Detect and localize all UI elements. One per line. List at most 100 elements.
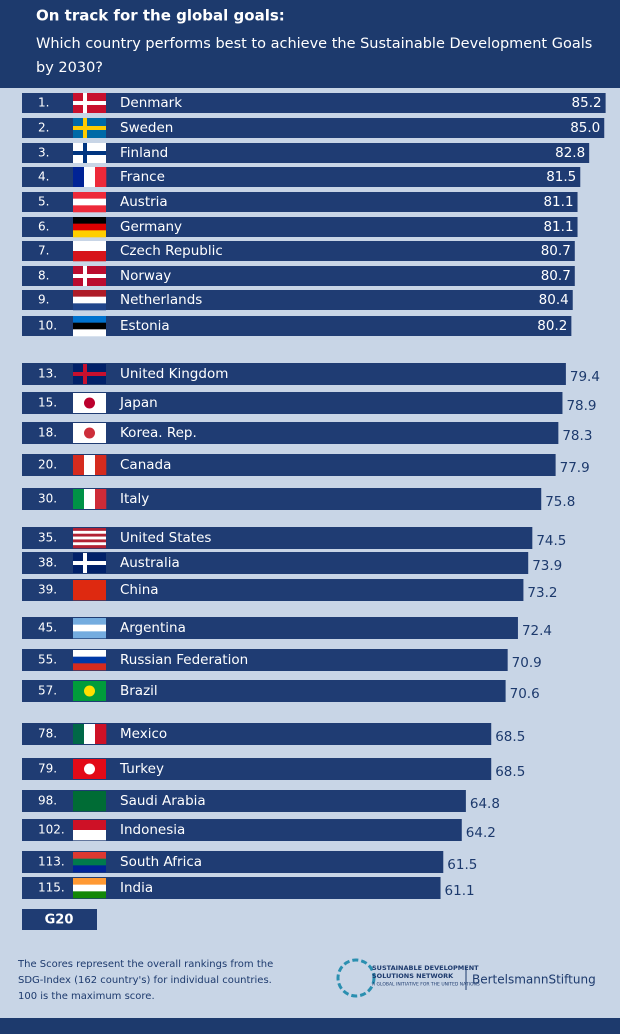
value-label: 85.0 — [570, 120, 600, 136]
rank-label: 55. — [38, 653, 57, 667]
y-tick-label: Brazil — [120, 683, 158, 699]
sdsn-text: A GLOBAL INITIATIVE FOR THE UNITED NATIO… — [372, 982, 480, 988]
bar — [22, 723, 492, 745]
rank-label: 38. — [38, 556, 57, 570]
y-tick-label: Saudi Arabia — [120, 793, 206, 809]
y-tick-label: Norway — [120, 268, 171, 284]
value-label: 80.4 — [539, 292, 569, 308]
bar — [22, 363, 566, 385]
group-box — [22, 909, 97, 930]
rank-label: 3. — [38, 146, 49, 160]
value-label: 64.8 — [470, 796, 500, 812]
y-tick-label: Italy — [120, 491, 149, 507]
rank-label: 4. — [38, 170, 49, 184]
flag — [73, 791, 106, 812]
rank-label: 18. — [38, 426, 57, 440]
bar — [22, 649, 508, 671]
bar — [22, 851, 444, 873]
y-tick-label: Indonesia — [120, 822, 185, 838]
bar — [22, 680, 506, 702]
flag — [73, 251, 106, 262]
flag — [73, 322, 106, 330]
bar — [22, 422, 559, 444]
footer-band — [0, 1018, 620, 1034]
rank-label: 78. — [38, 727, 57, 741]
value-label: 73.9 — [532, 558, 562, 574]
flag — [84, 397, 95, 409]
flag — [73, 290, 106, 297]
value-label: 80.7 — [541, 268, 571, 284]
rank-label: 15. — [38, 396, 57, 410]
value-label: 74.5 — [536, 533, 566, 549]
flag — [73, 884, 106, 892]
bar — [22, 454, 556, 476]
rank-label: 7. — [38, 244, 49, 258]
flag — [73, 205, 106, 213]
y-tick-label: Japan — [119, 395, 158, 411]
y-tick-label: Netherlands — [120, 292, 202, 308]
flag — [73, 624, 106, 632]
y-tick-label: Turkey — [119, 761, 164, 777]
chart-title: On track for the global goals: — [36, 7, 285, 25]
header-band — [0, 0, 620, 88]
flag — [73, 891, 106, 899]
flag — [73, 192, 106, 199]
bar — [22, 579, 524, 601]
y-tick-label: Australia — [120, 555, 180, 571]
y-tick-label: United Kingdom — [120, 366, 228, 382]
value-label: 77.9 — [560, 460, 590, 476]
flag — [73, 830, 106, 841]
flag — [84, 724, 96, 744]
rank-label: 35. — [38, 531, 57, 545]
flag — [73, 303, 106, 311]
flag — [73, 663, 106, 671]
flag — [73, 241, 106, 252]
flag — [84, 167, 96, 187]
flag — [84, 489, 96, 509]
flag — [73, 580, 106, 601]
rank-label: 113. — [38, 855, 65, 869]
y-tick-label: China — [120, 582, 159, 598]
flag — [95, 455, 107, 475]
flag — [73, 455, 85, 475]
bar — [22, 392, 563, 414]
y-tick-label: Russian Federation — [120, 652, 248, 668]
bar — [22, 877, 441, 899]
value-label: 70.9 — [512, 655, 542, 671]
bar — [22, 118, 605, 138]
rank-label: 1. — [38, 96, 49, 110]
rank-label: 39. — [38, 583, 57, 597]
value-label: 82.8 — [555, 145, 585, 161]
y-tick-label: India — [120, 880, 153, 896]
flag — [73, 865, 106, 873]
bertelsmann-logo: BertelsmannStiftung — [472, 973, 596, 987]
y-tick-label: Estonia — [120, 318, 170, 334]
chart-subtitle: by 2030? — [36, 60, 103, 76]
flag — [73, 489, 85, 509]
flag — [73, 650, 106, 657]
bar — [22, 819, 462, 841]
flag — [73, 198, 106, 206]
bar — [22, 758, 492, 780]
bar — [22, 93, 606, 113]
bar — [22, 790, 466, 812]
value-label: 68.5 — [495, 729, 525, 745]
y-tick-label: Austria — [120, 194, 168, 210]
bar — [22, 617, 518, 639]
value-label: 79.4 — [570, 369, 600, 385]
value-label: 80.7 — [541, 243, 571, 259]
rank-label: 45. — [38, 621, 57, 635]
rank-label: 13. — [38, 367, 57, 381]
y-tick-label: Czech Republic — [120, 243, 223, 259]
flag — [73, 329, 106, 337]
note: The Scores represent the overall ranking… — [17, 959, 273, 970]
chart-subtitle: Which country performs best to achieve t… — [36, 36, 592, 52]
flag — [73, 858, 106, 866]
bar — [22, 552, 529, 574]
flag — [73, 274, 106, 278]
y-tick-label: Argentina — [120, 620, 186, 636]
bar — [22, 143, 590, 163]
flag — [73, 561, 106, 565]
bar — [22, 192, 578, 212]
